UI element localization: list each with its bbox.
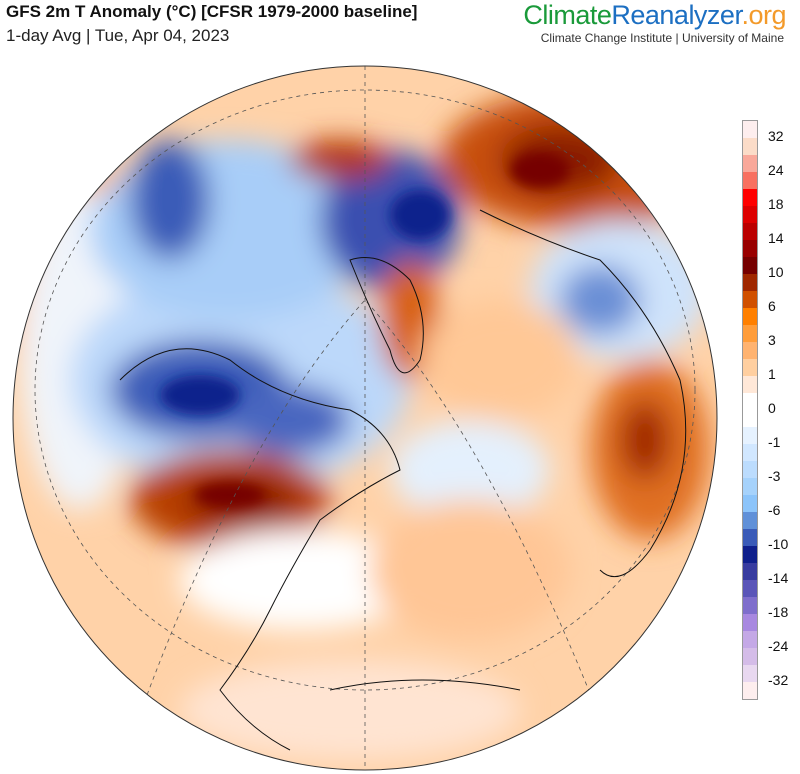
temperature-anomaly-globe [12, 65, 718, 771]
colorbar-swatch [743, 580, 757, 597]
colorbar-label: 10 [768, 264, 784, 280]
colorbar-swatch [743, 393, 757, 410]
colorbar-swatch [743, 223, 757, 240]
colorbar-swatch [743, 461, 757, 478]
colorbar-swatch [743, 342, 757, 359]
colorbar-swatch [743, 274, 757, 291]
colorbar-swatch [743, 546, 757, 563]
colorbar-swatch [743, 240, 757, 257]
colorbar-swatch [743, 155, 757, 172]
anomaly-field [13, 66, 717, 770]
brand-reanalyzer: Reanalyzer [611, 0, 742, 30]
colorbar-label: -10 [768, 536, 789, 552]
colorbar-swatch [743, 376, 757, 393]
colorbar-label: 1 [768, 366, 776, 382]
colorbar-swatch [743, 597, 757, 614]
colorbar-label: -6 [768, 502, 781, 518]
colorbar-swatch [743, 172, 757, 189]
colorbar-label: 3 [768, 332, 776, 348]
colorbar-swatch [743, 563, 757, 580]
colorbar-swatch [743, 444, 757, 461]
colorbar-label: -18 [768, 604, 789, 620]
colorbar-swatch [743, 308, 757, 325]
colorbar-label: 32 [768, 128, 784, 144]
colorbar-swatch [743, 359, 757, 376]
colorbar-swatch [743, 410, 757, 427]
colorbar-label: 18 [768, 196, 784, 212]
colorbar-label: 14 [768, 230, 784, 246]
map-subtitle: 1-day Avg | Tue, Apr 04, 2023 [6, 26, 230, 45]
globe-outline [12, 65, 718, 771]
colorbar-label: -32 [768, 672, 789, 688]
colorbar-label: 6 [768, 298, 776, 314]
colorbar-label: -3 [768, 468, 781, 484]
colorbar-label: 0 [768, 400, 776, 416]
colorbar-swatch [743, 495, 757, 512]
colorbar-swatch [743, 138, 757, 155]
colorbar-swatch [743, 257, 757, 274]
colorbar-swatch [743, 512, 757, 529]
colorbar-swatch [743, 206, 757, 223]
brand-climate: Climate [523, 0, 612, 30]
colorbar-swatch [743, 648, 757, 665]
colorbar-label: -1 [768, 434, 781, 450]
colorbar-swatch [743, 631, 757, 648]
colorbar-label: 24 [768, 162, 784, 178]
brand-logo[interactable]: ClimateReanalyzer.org [523, 0, 786, 31]
colorbar-swatch [743, 478, 757, 495]
colorbar-label: -14 [768, 570, 789, 586]
colorbar-swatch [743, 614, 757, 631]
map-title: GFS 2m T Anomaly (°C) [CFSR 1979-2000 ba… [6, 2, 418, 21]
colorbar-swatch [743, 427, 757, 444]
coastlines [119, 209, 687, 751]
colorbar-swatch [743, 189, 757, 206]
graticule [34, 66, 696, 770]
colorbar-swatch [743, 529, 757, 546]
colorbar [742, 120, 758, 700]
colorbar-label: -24 [768, 638, 789, 654]
institution-label: Climate Change Institute | University of… [540, 31, 784, 45]
colorbar-swatch [743, 682, 757, 699]
colorbar-swatch [743, 665, 757, 682]
brand-org: .org [741, 0, 786, 30]
colorbar-swatch [743, 325, 757, 342]
colorbar-swatch [743, 121, 757, 138]
colorbar-swatch [743, 291, 757, 308]
